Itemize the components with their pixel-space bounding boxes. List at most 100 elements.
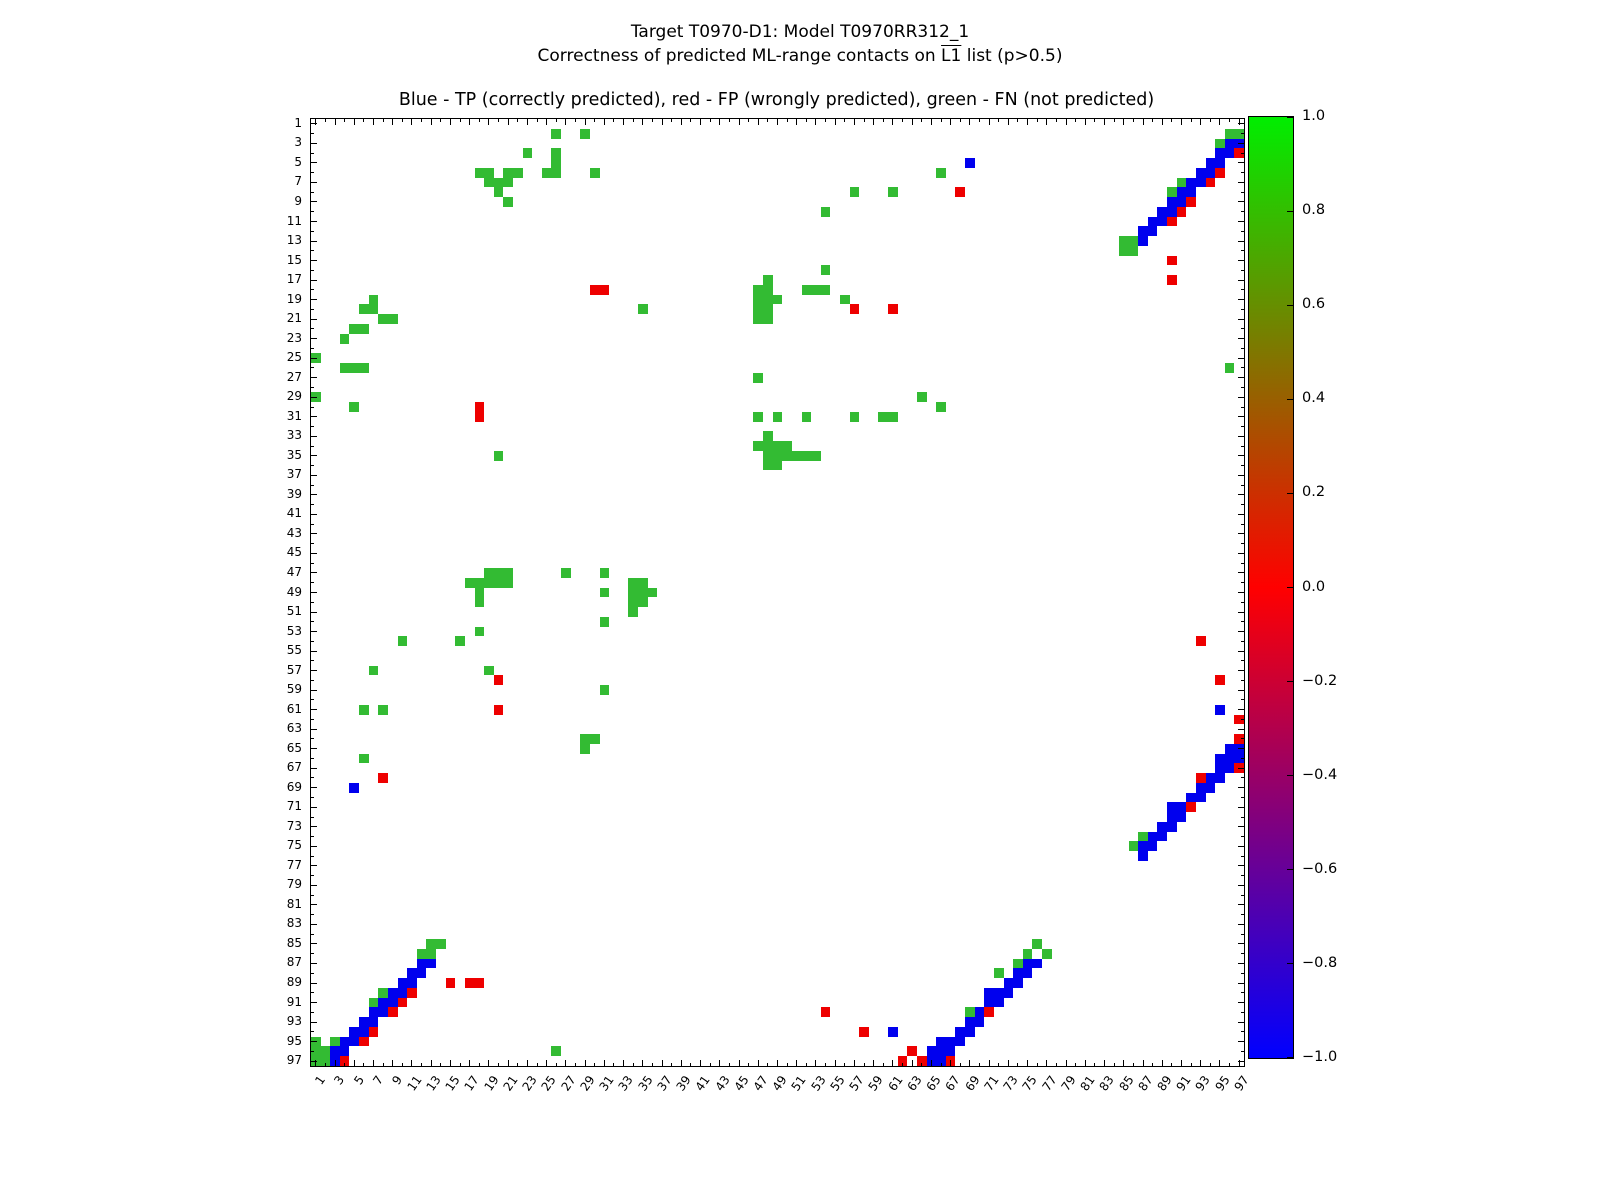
contact-cell-tp bbox=[398, 988, 407, 998]
axis-tick bbox=[488, 119, 490, 125]
axis-tick bbox=[311, 435, 317, 437]
axis-tick bbox=[863, 119, 865, 122]
axis-tick bbox=[311, 699, 314, 701]
axis-tick bbox=[786, 1063, 788, 1066]
contact-cell-fn bbox=[648, 588, 657, 597]
contact-cell-tp bbox=[1215, 773, 1225, 783]
axis-tick bbox=[565, 1060, 567, 1066]
axis-tick bbox=[311, 172, 314, 174]
axis-tick bbox=[401, 1063, 403, 1066]
contact-cell-tp bbox=[965, 1017, 975, 1027]
axis-tick bbox=[311, 709, 317, 711]
axis-tick bbox=[311, 757, 314, 759]
subtitle-text-post: list (p>0.5) bbox=[961, 46, 1063, 66]
axis-tick bbox=[324, 119, 326, 122]
contact-cell-tp bbox=[1196, 178, 1206, 187]
contact-cell-fn bbox=[811, 285, 821, 295]
y-tick-label: 31 bbox=[286, 408, 302, 423]
y-tick-label: 13 bbox=[286, 233, 302, 248]
contact-cell-fn bbox=[398, 636, 407, 646]
axis-tick bbox=[1132, 1063, 1134, 1066]
axis-tick bbox=[311, 201, 317, 203]
contact-cell-fn bbox=[600, 617, 609, 627]
axis-tick bbox=[311, 357, 317, 359]
contact-cell-fn bbox=[340, 363, 349, 373]
axis-tick bbox=[796, 119, 798, 125]
x-tick-label: 35 bbox=[635, 1073, 656, 1094]
axis-tick bbox=[498, 119, 500, 122]
axis-tick bbox=[507, 119, 509, 125]
contact-cell-fn bbox=[773, 441, 782, 451]
x-tick-label: 13 bbox=[423, 1073, 444, 1094]
contact-cell-fn bbox=[465, 578, 475, 588]
x-tick-label: 79 bbox=[1058, 1073, 1079, 1094]
axis-tick bbox=[767, 119, 769, 122]
axis-tick bbox=[311, 504, 314, 506]
contact-cell-fn bbox=[378, 988, 388, 998]
axis-tick bbox=[1084, 119, 1086, 125]
y-tick-label: 25 bbox=[286, 350, 302, 365]
axis-tick bbox=[555, 1063, 557, 1066]
contact-cell-tp bbox=[1138, 851, 1148, 861]
axis-tick bbox=[311, 1050, 314, 1052]
contact-cell-fn bbox=[773, 461, 782, 470]
axis-tick bbox=[1171, 1063, 1173, 1066]
contact-cell-tp bbox=[1206, 168, 1215, 178]
contact-cell-fn bbox=[763, 275, 773, 285]
axis-tick bbox=[1017, 119, 1019, 122]
contact-cell-fp bbox=[1196, 773, 1206, 783]
axis-tick bbox=[373, 119, 375, 125]
colorbar-tick-label: −0.8 bbox=[1302, 954, 1338, 971]
axis-tick bbox=[1238, 904, 1244, 906]
axis-tick bbox=[311, 445, 314, 447]
axis-tick bbox=[430, 1060, 432, 1066]
contact-cell-fn bbox=[1215, 139, 1225, 148]
y-tick-label: 7 bbox=[294, 174, 302, 189]
axis-tick bbox=[613, 1063, 615, 1066]
axis-tick bbox=[311, 552, 317, 554]
contact-cell-fn bbox=[773, 451, 782, 461]
contact-cell-fn bbox=[821, 207, 830, 217]
y-tick-label: 61 bbox=[286, 701, 302, 716]
x-tick-label: 41 bbox=[692, 1073, 714, 1094]
axis-tick bbox=[1241, 386, 1244, 388]
contact-cell-fn bbox=[1032, 939, 1042, 949]
axis-tick bbox=[311, 670, 317, 672]
contact-cell-tp bbox=[407, 978, 417, 988]
y-tick-label: 41 bbox=[286, 506, 302, 521]
axis-tick bbox=[700, 1060, 702, 1066]
axis-tick bbox=[738, 119, 740, 125]
axis-tick bbox=[892, 119, 894, 125]
axis-tick bbox=[311, 377, 317, 379]
axis-tick bbox=[517, 119, 519, 122]
axis-tick bbox=[507, 1060, 509, 1066]
axis-tick bbox=[1241, 718, 1244, 720]
contact-cell-fn bbox=[802, 451, 811, 461]
contact-cell-fn bbox=[628, 607, 638, 617]
x-tick-label: 27 bbox=[558, 1073, 579, 1094]
axis-tick bbox=[1132, 119, 1134, 122]
axis-tick bbox=[1055, 119, 1057, 122]
contact-map-plot bbox=[310, 118, 1245, 1067]
contact-cell-fp bbox=[984, 1007, 994, 1017]
axis-tick bbox=[392, 119, 394, 125]
axis-tick bbox=[748, 1063, 750, 1066]
contact-cell-fp bbox=[369, 1027, 378, 1037]
y-tick-label: 63 bbox=[286, 721, 302, 736]
contact-cell-tp bbox=[984, 988, 994, 998]
axis-tick bbox=[1241, 562, 1244, 564]
x-tick-label: 15 bbox=[442, 1073, 463, 1094]
axis-tick bbox=[1190, 119, 1192, 122]
contact-cell-fn bbox=[1177, 178, 1186, 187]
contact-cell-tp bbox=[1215, 148, 1225, 158]
contact-cell-fn bbox=[542, 168, 551, 178]
axis-tick bbox=[311, 962, 317, 964]
axis-tick bbox=[311, 484, 314, 486]
axis-tick bbox=[311, 318, 317, 320]
contact-cell-tp bbox=[1225, 148, 1234, 158]
contact-cell-tp bbox=[1004, 978, 1013, 988]
axis-tick bbox=[873, 119, 875, 125]
axis-tick bbox=[311, 1002, 317, 1004]
axis-tick bbox=[344, 1063, 346, 1066]
axis-tick bbox=[363, 1063, 365, 1066]
